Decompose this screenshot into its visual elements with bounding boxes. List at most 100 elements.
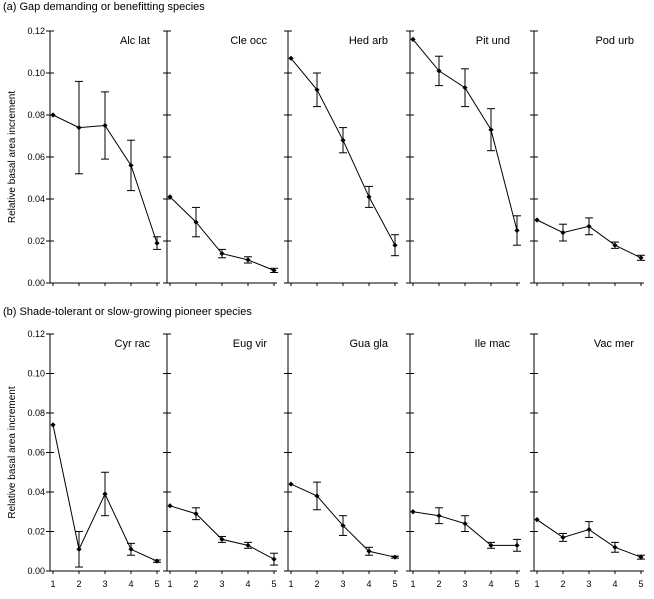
- row-title: (b) Shade-tolerant or slow-growing pione…: [3, 306, 252, 318]
- panel-cyr-rac: 1 2 3 4 5 Cyr rac: [46, 333, 161, 589]
- data-point: [245, 257, 251, 263]
- data-point: [154, 558, 160, 564]
- x-tick-label: 1: [50, 579, 55, 589]
- y-tick-label: 0.08: [27, 110, 45, 120]
- data-point: [488, 127, 494, 133]
- x-tick-label: 5: [392, 579, 397, 589]
- y-tick-label: 0.12: [27, 329, 45, 339]
- x-tick-label: 2: [76, 579, 81, 589]
- x-tick-label: 3: [219, 579, 224, 589]
- y-tick-label: 0.02: [27, 236, 45, 246]
- x-tick-label: 1: [167, 579, 172, 589]
- data-point: [612, 544, 618, 550]
- y-tick-label: 0.00: [27, 278, 45, 288]
- data-point: [314, 493, 320, 499]
- x-tick-label: 4: [366, 579, 371, 589]
- data-point: [288, 481, 294, 487]
- data-point: [410, 36, 416, 42]
- species-label: Pod urb: [595, 35, 634, 47]
- x-tick-label: 4: [245, 579, 250, 589]
- panel-gua-gla: 1 2 3 4 5 Gua gla: [284, 333, 399, 589]
- data-point: [366, 548, 372, 554]
- y-tick-label: 0.08: [27, 408, 45, 418]
- y-tick-label: 0.12: [27, 26, 45, 36]
- data-point: [102, 491, 108, 497]
- data-point: [271, 267, 277, 273]
- data-point: [560, 534, 566, 541]
- x-tick-label: 5: [514, 579, 519, 589]
- y-tick-label: 0.00: [27, 566, 45, 576]
- x-tick-label: 1: [288, 579, 293, 589]
- data-point: [560, 230, 566, 236]
- data-point: [638, 255, 644, 261]
- species-label: Alc lat: [120, 35, 150, 47]
- data-point: [366, 194, 372, 200]
- data-point: [488, 542, 494, 548]
- species-label: Ile mac: [475, 338, 511, 350]
- data-point: [410, 509, 416, 515]
- species-label: Vac mer: [594, 338, 634, 350]
- data-point: [128, 162, 134, 168]
- y-tick-label: 0.04: [27, 194, 45, 204]
- data-point: [245, 542, 251, 548]
- x-tick-label: 3: [102, 579, 107, 589]
- data-point: [288, 55, 294, 61]
- data-point: [167, 194, 173, 200]
- row-title: (a) Gap demanding or benefitting species: [3, 1, 205, 13]
- panel-alc-lat: Alc lat: [46, 30, 161, 286]
- y-axis-label: Relative basal area increment: [7, 91, 18, 224]
- y-axis-label: Relative basal area increment: [7, 386, 18, 519]
- series-line: [169, 505, 275, 560]
- y-tick-label: 0.02: [27, 527, 45, 537]
- x-tick-label: 1: [410, 579, 415, 589]
- species-label: Pit und: [476, 35, 510, 47]
- chart-row-a: (a) Gap demanding or benefitting species…: [3, 1, 645, 288]
- panel-ile-mac: 1 2 3 4 5 Ile mac: [406, 333, 521, 589]
- data-point: [392, 554, 398, 560]
- species-label: Hed arb: [349, 35, 388, 47]
- species-label: Cle occ: [230, 35, 267, 47]
- data-point: [50, 112, 56, 118]
- panel-cle-occ: Cle occ: [163, 30, 278, 286]
- x-tick-label: 5: [638, 579, 643, 589]
- data-point: [193, 219, 199, 225]
- data-point: [340, 137, 346, 143]
- data-point: [436, 513, 442, 519]
- data-point: [462, 521, 468, 527]
- y-tick-label: 0.04: [27, 487, 45, 497]
- data-point: [586, 223, 592, 229]
- x-tick-label: 4: [128, 579, 133, 589]
- series-line: [412, 39, 518, 231]
- data-point: [102, 122, 108, 129]
- data-point: [76, 125, 82, 131]
- data-point: [534, 517, 540, 523]
- data-point: [340, 522, 346, 529]
- x-tick-label: 2: [560, 579, 565, 589]
- x-tick-label: 3: [340, 579, 345, 589]
- data-point: [154, 240, 160, 246]
- y-tick-label: 0.10: [27, 369, 45, 379]
- data-point: [392, 242, 398, 248]
- data-point: [638, 554, 644, 560]
- data-point: [76, 546, 82, 552]
- y-tick-label: 0.06: [27, 448, 45, 458]
- x-tick-label: 2: [193, 579, 198, 589]
- y-tick-label: 0.10: [27, 68, 45, 78]
- x-tick-label: 4: [612, 579, 617, 589]
- data-point: [586, 526, 592, 533]
- data-point: [128, 546, 134, 552]
- data-point: [219, 251, 225, 257]
- panel-pit-und: Pit und: [406, 30, 521, 286]
- data-point: [436, 68, 442, 74]
- chart-row-b: (b) Shade-tolerant or slow-growing pione…: [3, 306, 645, 589]
- data-point: [167, 503, 173, 509]
- x-tick-label: 5: [154, 579, 159, 589]
- data-point: [534, 217, 540, 223]
- data-point: [271, 556, 277, 562]
- panel-hed-arb: Hed arb: [284, 30, 399, 286]
- panel-vac-mer: 1 2 3 4 5 Vac mer: [530, 333, 645, 589]
- panel-eug-vir: 1 2 3 4 5 Eug vir: [163, 333, 278, 589]
- x-tick-label: 2: [314, 579, 319, 589]
- x-tick-label: 3: [462, 579, 467, 589]
- x-tick-label: 4: [488, 579, 493, 589]
